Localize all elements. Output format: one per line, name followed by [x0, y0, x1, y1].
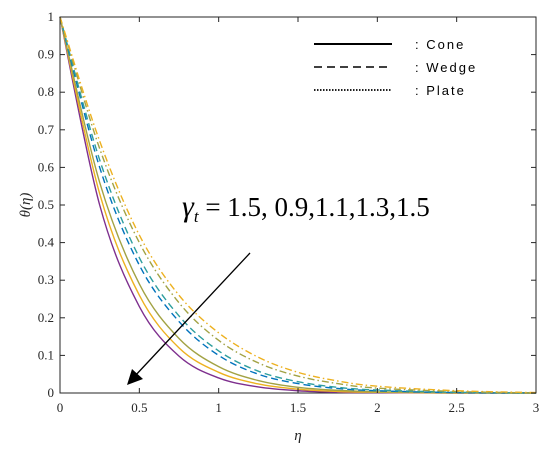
ticks-layer: 0 0.5 1 1.5 2 2.5 3 0 0.1 0.2 0.3 0.4 0.5 0.6 0.7 0.8 0.…: [38, 9, 540, 415]
y-tick-label: 0.9: [38, 47, 54, 62]
y-tick-label: 0.5: [38, 197, 54, 212]
annotation-subscript: t: [194, 207, 200, 226]
annotation-arrow-head: [127, 369, 143, 385]
legend-label-plate: : Plate: [415, 83, 466, 98]
x-tick-label: 2.5: [449, 400, 465, 415]
x-tick-label: 0: [57, 400, 64, 415]
y-tick-label: 0.7: [38, 122, 55, 137]
y-tick-label: 0.2: [38, 310, 54, 325]
legend-label-cone: : Cone: [415, 37, 465, 52]
y-tick-label: 0.3: [38, 272, 54, 287]
curves-layer: [59, 16, 537, 394]
x-tick-label: 1.5: [290, 400, 306, 415]
series-line-wedge: [59, 16, 537, 394]
y-tick-label: 1: [48, 9, 55, 24]
legend: : Cone : Wedge : Plate: [314, 37, 477, 98]
legend-label-wedge: : Wedge: [415, 60, 477, 75]
y-tick-label: 0: [48, 385, 55, 400]
x-tick-label: 0.5: [131, 400, 147, 415]
series-line-plate: [59, 16, 537, 394]
x-tick-label: 2: [374, 400, 381, 415]
annotation-arrow-line: [133, 252, 251, 378]
y-tick-label: 0.8: [38, 84, 54, 99]
y-tick-label: 0.4: [38, 235, 55, 250]
annotation: γt = 1.5, 0.9,1.1,1.3,1.5: [127, 190, 430, 385]
series-line-plate: [59, 16, 537, 394]
annotation-symbol: γ: [182, 190, 195, 223]
plot-area: [59, 16, 537, 394]
x-axis-label: η: [294, 428, 301, 444]
svg-text:γt = 1.5, 0.9,1.1,1.3,1.5: γt = 1.5, 0.9,1.1,1.3,1.5: [182, 190, 430, 226]
annotation-values: = 1.5, 0.9,1.1,1.3,1.5: [199, 192, 430, 222]
y-axis-label: θ(η): [18, 193, 34, 218]
series-line-cone: [59, 16, 537, 394]
y-tick-label: 0.1: [38, 347, 54, 362]
y-tick-label: 0.6: [38, 159, 55, 174]
x-tick-label: 1: [215, 400, 222, 415]
x-tick-label: 3: [533, 400, 540, 415]
